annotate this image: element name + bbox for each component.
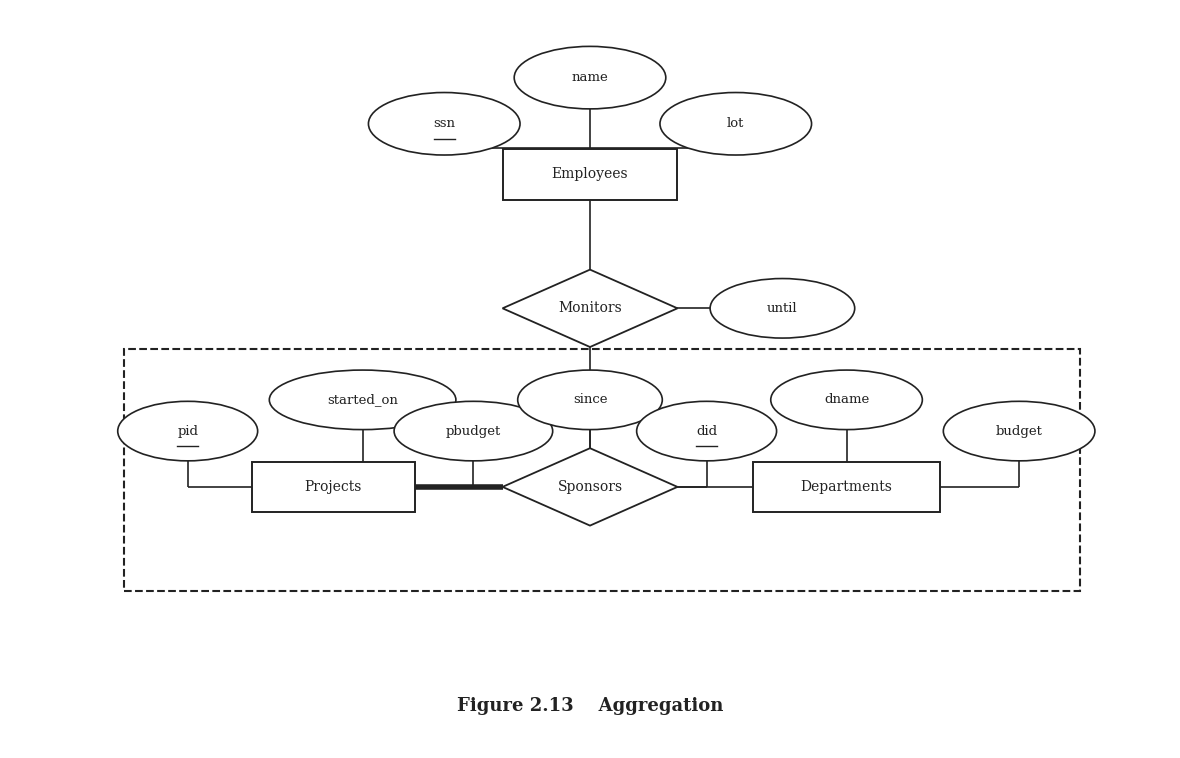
Ellipse shape [368,92,520,155]
Text: Departments: Departments [800,480,892,494]
Ellipse shape [394,401,552,461]
FancyBboxPatch shape [753,462,939,512]
Text: name: name [571,71,609,84]
Text: budget: budget [996,424,1043,437]
Text: Sponsors: Sponsors [557,480,623,494]
Text: Employees: Employees [552,168,628,181]
FancyBboxPatch shape [251,462,415,512]
Ellipse shape [269,370,455,430]
Ellipse shape [710,278,854,338]
Ellipse shape [771,370,923,430]
Text: lot: lot [727,117,745,130]
Text: Projects: Projects [304,480,362,494]
Ellipse shape [660,92,812,155]
Ellipse shape [637,401,776,461]
Text: Monitors: Monitors [558,302,622,315]
Text: dname: dname [824,393,870,406]
Ellipse shape [518,370,662,430]
Text: Figure 2.13    Aggregation: Figure 2.13 Aggregation [457,697,723,716]
Ellipse shape [514,46,666,109]
Text: did: did [696,424,717,437]
Polygon shape [503,448,677,525]
Text: ssn: ssn [433,117,455,130]
Text: started_on: started_on [327,393,398,406]
Text: pid: pid [177,424,198,437]
Text: pbudget: pbudget [446,424,502,437]
Text: since: since [572,393,608,406]
Text: until: until [767,302,798,315]
Ellipse shape [943,401,1095,461]
Ellipse shape [118,401,257,461]
Polygon shape [503,270,677,347]
FancyBboxPatch shape [503,149,677,199]
